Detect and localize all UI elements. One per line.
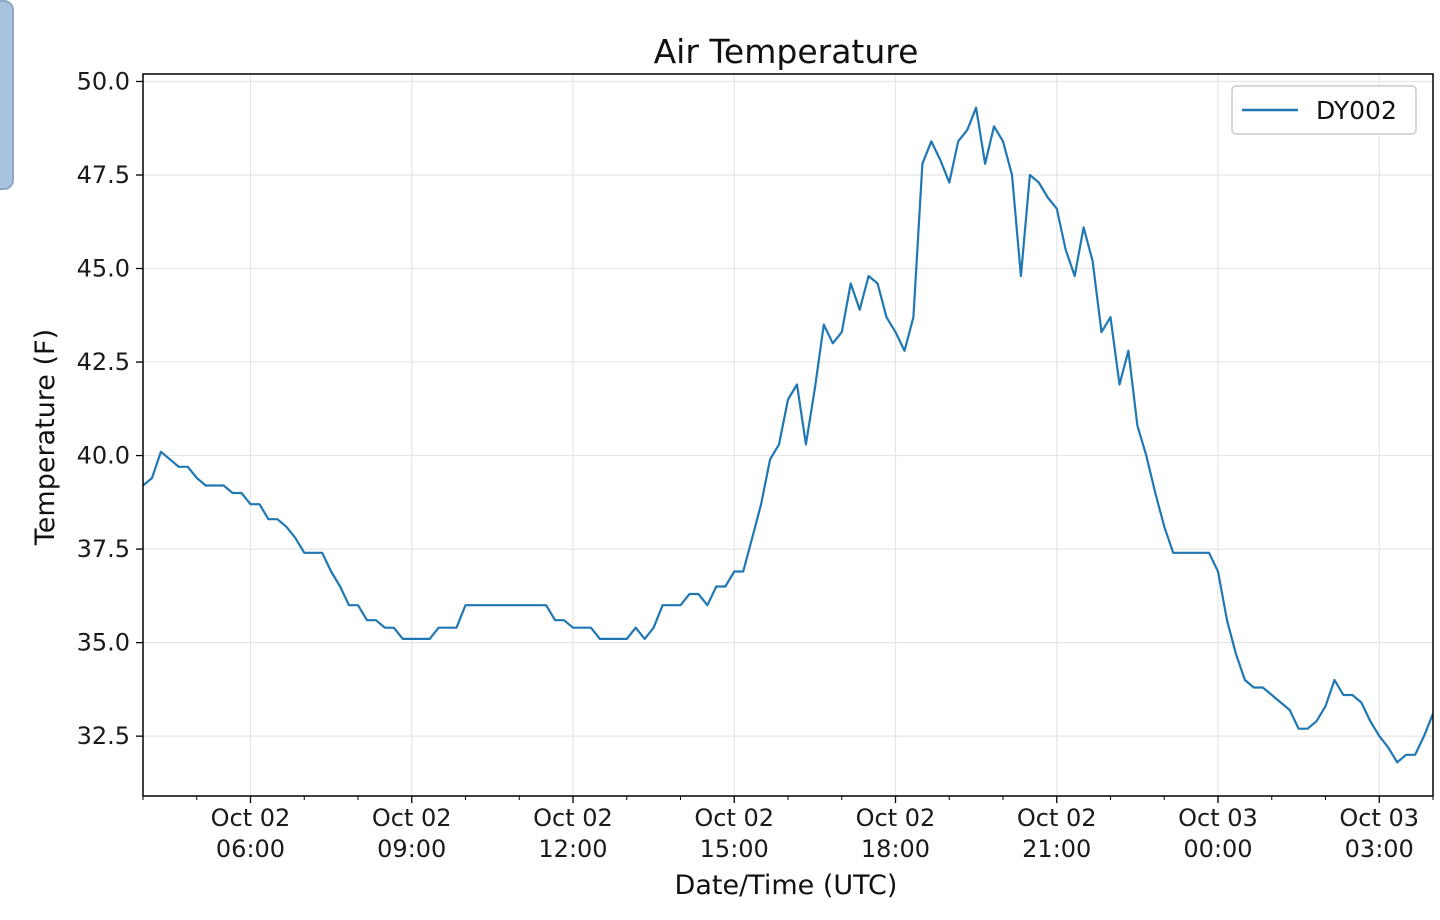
y-axis-label: Temperature (F) xyxy=(30,329,61,546)
x-tick-label-date: Oct 03 xyxy=(1178,804,1258,832)
x-axis-ticks: Oct 02 06:00 Oct 02 09:00 Oct 02 12:00 Oct 02 1… xyxy=(211,796,1419,863)
y-tick-label: 47.5 xyxy=(77,161,130,189)
x-tick-label-date: Oct 02 xyxy=(533,804,613,832)
side-panel-tab[interactable] xyxy=(0,0,14,190)
y-tick-label: 45.0 xyxy=(77,255,130,283)
legend: DY002 xyxy=(1231,85,1417,135)
series-line-dy002 xyxy=(142,106,1435,764)
y-tick-label: 40.0 xyxy=(77,442,130,470)
y-tick-label: 50.0 xyxy=(77,67,130,95)
chart-title: Air Temperature xyxy=(654,32,919,71)
x-tick-label-time: 03:00 xyxy=(1345,835,1414,863)
y-tick-label: 32.5 xyxy=(77,722,130,750)
legend-label-dy002: DY002 xyxy=(1316,96,1397,125)
plot-area-frame xyxy=(142,73,1434,797)
x-tick-label-time: 15:00 xyxy=(700,835,769,863)
x-tick-label-date: Oct 02 xyxy=(1017,804,1097,832)
x-tick-label-time: 00:00 xyxy=(1183,835,1252,863)
x-tick-label-date: Oct 03 xyxy=(1339,804,1419,832)
series-layer xyxy=(142,106,1435,764)
y-tick-label: 35.0 xyxy=(77,629,130,657)
x-tick-label-date: Oct 02 xyxy=(211,804,291,832)
x-tick-label-date: Oct 02 xyxy=(694,804,774,832)
y-tick-label: 37.5 xyxy=(77,535,130,563)
x-tick-label-date: Oct 02 xyxy=(856,804,936,832)
x-tick-label-time: 12:00 xyxy=(538,835,607,863)
x-tick-label-time: 18:00 xyxy=(861,835,930,863)
x-tick-label-time: 06:00 xyxy=(216,835,285,863)
y-tick-label: 42.5 xyxy=(77,348,130,376)
x-tick-label-time: 21:00 xyxy=(1022,835,1091,863)
x-axis-label: Date/Time (UTC) xyxy=(675,870,898,901)
y-axis-ticks: 32.5 35.0 37.5 40.0 42.5 45.0 47.5 50.0 xyxy=(77,67,143,750)
x-tick-label-time: 09:00 xyxy=(377,835,446,863)
legend-box xyxy=(1231,85,1417,135)
x-tick-label-date: Oct 02 xyxy=(372,804,452,832)
grid-lines xyxy=(143,74,1433,796)
